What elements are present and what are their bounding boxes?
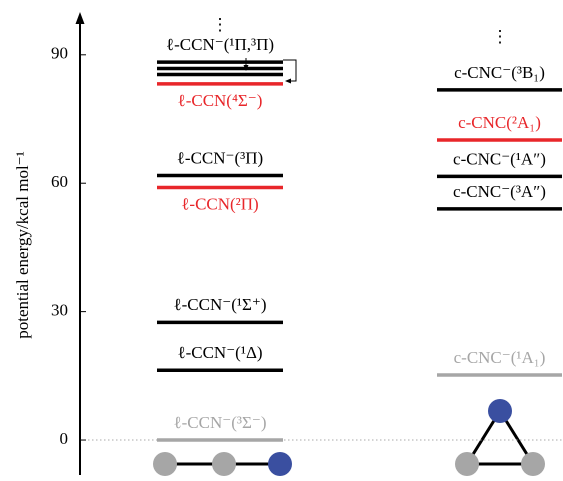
arrow-head: [285, 78, 291, 84]
arrow: [283, 59, 297, 82]
bonds: [464, 408, 536, 466]
atom-c: [212, 452, 236, 476]
y-axis-label: potential energy/kcal mol⁻¹: [13, 151, 32, 338]
y-axis-arrow: [75, 12, 85, 24]
level-label: c-CNC(²A₁): [458, 113, 541, 132]
level-label: c-CNC⁻(¹A₁): [454, 348, 546, 367]
level-label: ℓ-CCN⁻(³Π): [177, 148, 263, 167]
level-label: ℓ-CCN(⁴Σ⁻): [178, 91, 263, 110]
level-label: c-CNC⁻(³B₁): [454, 63, 545, 82]
y-tick-label: 90: [51, 44, 68, 63]
y-tick-label: 30: [51, 301, 68, 320]
y-tick-label: 0: [60, 429, 69, 448]
level-label: ℓ-CCN⁻(¹Σ⁺): [173, 295, 266, 314]
atom-n: [268, 452, 292, 476]
level-label: ℓ-CCN⁻(¹Π,³Π): [166, 35, 274, 54]
atom-c: [521, 452, 545, 476]
continuation: ⋮: [492, 27, 509, 46]
atom-c: [455, 452, 479, 476]
level-label: c-CNC⁻(³A″): [453, 182, 546, 201]
level-label: ℓ-CCN⁻(¹Δ): [177, 343, 262, 362]
level-label: ℓ-CCN⁻(³Σ⁻): [173, 413, 266, 432]
y-tick-label: 60: [51, 172, 68, 191]
level-label: c-CNC⁻(¹A″): [453, 149, 546, 168]
atom-n: [488, 399, 512, 423]
atom-c: [153, 452, 177, 476]
level-label: ℓ-CCN(²Π): [181, 194, 258, 213]
continuation: ⋮: [212, 15, 229, 34]
